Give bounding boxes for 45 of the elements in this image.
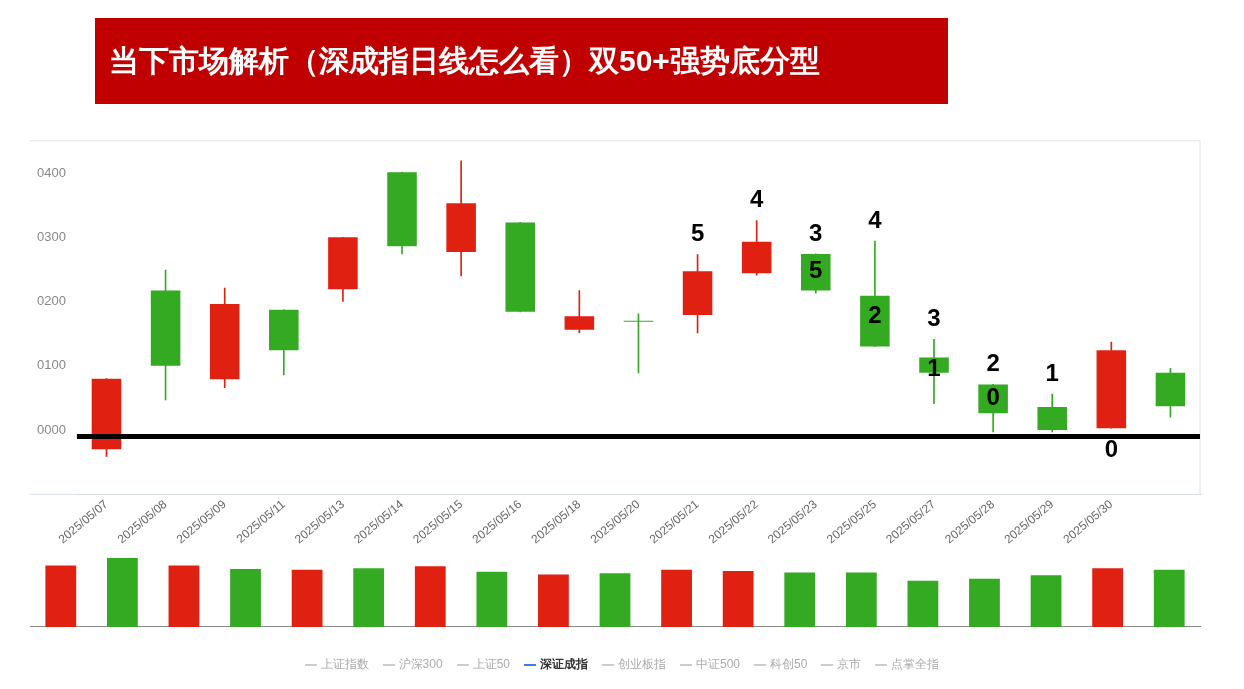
bar (784, 572, 816, 627)
bar (168, 565, 200, 627)
bar (1153, 569, 1185, 627)
bar (476, 571, 508, 627)
annotation: 4 (868, 205, 883, 233)
annotation: 3 (809, 218, 823, 246)
bar (661, 569, 692, 627)
text: 点掌全指 (890, 656, 940, 673)
bar (230, 569, 261, 627)
bar (969, 578, 1000, 627)
annotation: 0 (1104, 434, 1119, 462)
bar (1030, 575, 1062, 627)
chart-title: 当下市场解析（深成指日线怎么看）双50+强势底分型 (108, 42, 820, 79)
bar (599, 573, 631, 627)
bar (414, 566, 446, 627)
text: 创业板指 (617, 656, 666, 673)
annotation: 0 (986, 382, 1000, 410)
text: 上证50 (471, 656, 510, 673)
y-tick-label: 0300 (37, 228, 66, 244)
bar (106, 558, 138, 627)
bar (45, 565, 77, 627)
bar (845, 572, 877, 627)
text: 京市 (836, 656, 862, 673)
bar (722, 571, 754, 627)
text: 上证指数 (319, 656, 369, 673)
annotation: 1 (1045, 358, 1059, 386)
y-tick-label: 0200 (37, 293, 66, 309)
bar (1092, 568, 1124, 627)
bar (353, 568, 385, 627)
y-tick-label: 0000 (37, 421, 66, 437)
bar (907, 580, 939, 627)
annotation: 3 (927, 304, 941, 332)
bar (538, 574, 569, 627)
annotation: 2 (868, 300, 882, 328)
annotation: 2 (986, 349, 1000, 377)
annotation: 5 (690, 219, 705, 247)
y-tick-label: 0100 (37, 357, 66, 373)
bar (291, 569, 323, 627)
y-tick-label: 0400 (37, 164, 66, 180)
text: 科创50 (769, 656, 808, 673)
annotation: 5 (809, 255, 823, 283)
text: 深证成指 (539, 656, 588, 673)
text: 中证500 (695, 656, 741, 673)
text: 沪深300 (397, 656, 443, 673)
annotation: 4 (750, 185, 764, 213)
